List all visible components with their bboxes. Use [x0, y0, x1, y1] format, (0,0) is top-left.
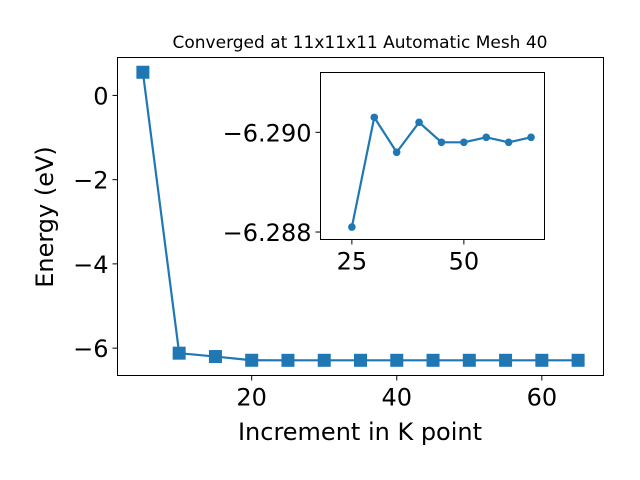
inset-data-point — [527, 133, 535, 142]
main-data-point — [136, 65, 150, 79]
chart-title: Converged at 11x11x11 Automatic Mesh 40 — [173, 33, 548, 53]
main-clip-group — [136, 65, 585, 367]
main-data-point — [317, 353, 331, 367]
main-data-point — [571, 353, 585, 367]
inset-data-point — [370, 113, 379, 122]
inset-data-point — [415, 118, 423, 127]
inset-background — [320, 72, 544, 240]
main-data-point — [354, 353, 367, 367]
inset-clip-group — [348, 113, 535, 231]
inset-plot: 25 50 −6.290 −6.288 — [223, 72, 545, 276]
main-y-tick-label: −2 — [73, 167, 108, 195]
main-plot: Converged at 11x11x11 Automatic Mesh 40 … — [31, 33, 604, 446]
y-axis-label: Energy (eV) — [31, 146, 59, 288]
inset-series — [348, 113, 535, 231]
main-data-point — [172, 346, 186, 360]
inset-axes-frame — [320, 72, 545, 240]
main-data-point — [462, 353, 476, 367]
x-axis-label: Increment in K point — [238, 418, 482, 446]
main-x-tick-label: 20 — [236, 384, 267, 412]
inset-data-point — [348, 223, 356, 231]
main-data-point — [426, 353, 440, 367]
inset-x-tick-label: 50 — [449, 248, 480, 276]
main-data-point — [390, 353, 404, 367]
inset-ticks: 25 50 −6.290 −6.288 — [223, 119, 479, 275]
main-data-point — [281, 353, 295, 367]
main-y-tick-label: −4 — [73, 251, 108, 279]
inset-data-point — [482, 133, 491, 142]
main-data-point — [535, 353, 549, 367]
main-x-tick-label: 40 — [381, 384, 412, 412]
main-ticks: 20 40 60 0 −2 −4 −6 — [73, 82, 557, 411]
main-series — [136, 65, 585, 367]
main-y-tick-label: 0 — [93, 82, 108, 110]
inset-data-point — [504, 138, 513, 147]
main-x-tick-label: 60 — [527, 384, 558, 412]
main-data-point — [208, 350, 222, 364]
inset-y-tick-label: −6.288 — [223, 219, 312, 247]
inset-x-tick-label: 25 — [337, 248, 368, 276]
main-axes-frame — [117, 57, 604, 376]
inset-data-point — [437, 138, 446, 147]
main-data-point — [245, 353, 259, 367]
inset-y-tick-label: −6.290 — [223, 119, 312, 147]
inset-data-point — [392, 148, 401, 157]
main-data-point — [499, 353, 513, 367]
inset-data-point — [460, 138, 468, 147]
main-y-tick-label: −6 — [73, 335, 108, 363]
